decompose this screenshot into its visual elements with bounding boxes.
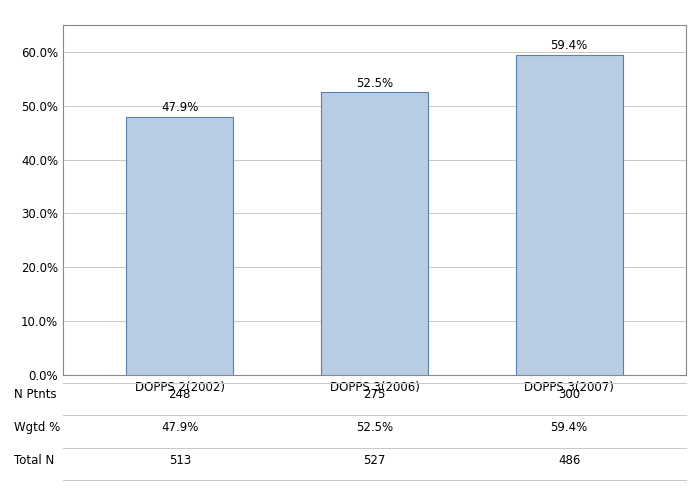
Text: Wgtd %: Wgtd %	[14, 421, 60, 434]
Text: 486: 486	[558, 454, 580, 466]
Text: 248: 248	[169, 388, 191, 402]
Text: 47.9%: 47.9%	[161, 102, 199, 114]
Text: 527: 527	[363, 454, 386, 466]
Bar	[126, 117, 233, 375]
Text: 47.9%: 47.9%	[161, 421, 199, 434]
Text: 59.4%: 59.4%	[551, 421, 588, 434]
Text: 300: 300	[558, 388, 580, 402]
Text: 52.5%: 52.5%	[356, 421, 393, 434]
Text: 59.4%: 59.4%	[551, 40, 588, 52]
Text: 275: 275	[363, 388, 386, 402]
Text: 513: 513	[169, 454, 191, 466]
Bar	[321, 92, 428, 375]
Text: Total N: Total N	[14, 454, 55, 466]
Bar	[516, 55, 623, 375]
Text: N Ptnts: N Ptnts	[14, 388, 57, 402]
Text: 52.5%: 52.5%	[356, 76, 393, 90]
